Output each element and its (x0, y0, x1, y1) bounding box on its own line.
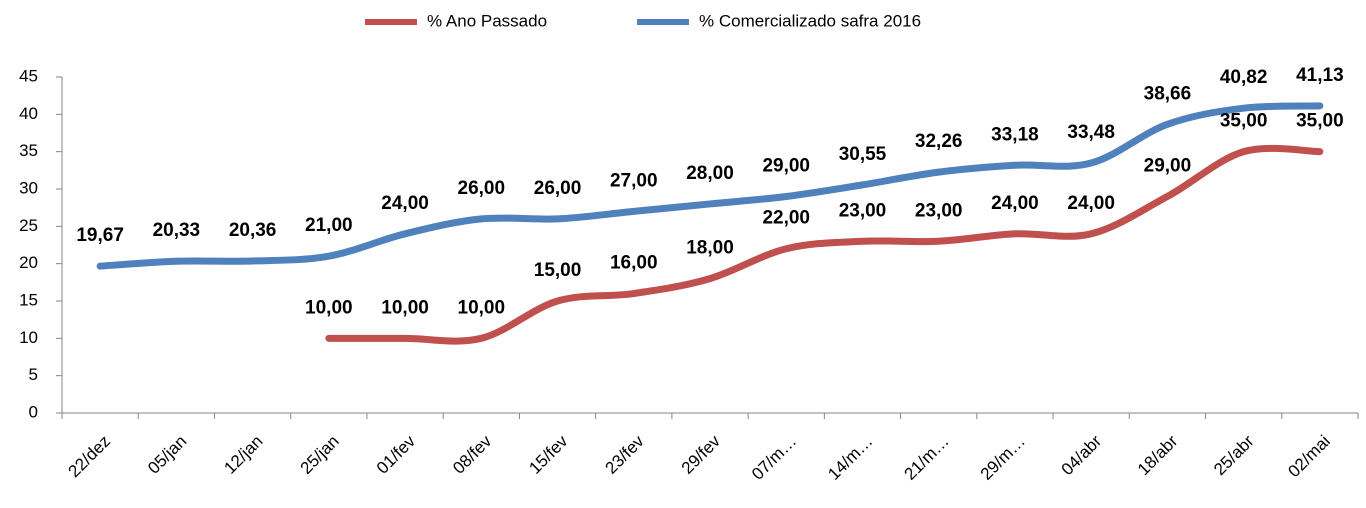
data-label: 10,00 (305, 297, 353, 318)
series-line (96, 102, 1324, 270)
x-tick-label: 23/fev (602, 431, 649, 478)
series-line (325, 144, 1324, 345)
x-tick-label: 15/fev (525, 431, 572, 478)
y-tick-label: 25 (19, 216, 38, 235)
data-label: 27,00 (610, 170, 658, 191)
data-label: 29,00 (762, 155, 810, 176)
x-tick-label: 08/fev (449, 431, 496, 478)
data-label: 16,00 (610, 253, 658, 274)
y-tick-label: 45 (19, 66, 38, 85)
data-label: 30,55 (839, 144, 887, 165)
data-label: 19,67 (76, 225, 124, 246)
x-tick-label: 05/jan (144, 432, 190, 478)
y-tick-label: 20 (19, 253, 38, 272)
data-label: 20,36 (229, 220, 277, 241)
data-label: 10,00 (381, 297, 429, 318)
x-tick-label: 21/m… (901, 432, 953, 484)
x-tick-label: 29/m… (977, 432, 1029, 484)
data-label: 24,00 (991, 193, 1039, 214)
data-label: 41,13 (1296, 65, 1344, 86)
x-tick-label: 07/m… (748, 432, 800, 484)
data-label: 26,00 (458, 178, 506, 199)
y-tick-label: 5 (29, 365, 38, 384)
y-tick-label: 0 (29, 402, 38, 421)
y-tick-label: 30 (19, 178, 38, 197)
data-label: 23,00 (915, 200, 963, 221)
data-label: 33,48 (1067, 122, 1115, 143)
legend-label: % Comercializado safra 2016 (699, 11, 921, 30)
data-label: 35,00 (1296, 111, 1344, 132)
data-label: 15,00 (534, 260, 582, 281)
data-label: 22,00 (762, 208, 810, 229)
x-tick-label: 29/fev (678, 431, 725, 478)
data-label: 21,00 (305, 215, 353, 236)
data-label: 20,33 (153, 220, 201, 241)
x-tick-label: 14/m… (824, 432, 876, 484)
data-label: 18,00 (686, 238, 734, 259)
data-label: 40,82 (1220, 67, 1268, 88)
data-label: 33,18 (991, 124, 1039, 145)
data-label: 26,00 (534, 178, 582, 199)
data-label: 24,00 (1067, 193, 1115, 214)
legend-label: % Ano Passado (427, 11, 547, 30)
data-label: 32,26 (915, 131, 963, 152)
y-tick-label: 35 (19, 141, 38, 160)
y-tick-label: 40 (19, 104, 38, 123)
x-tick-label: 25/jan (297, 432, 343, 478)
data-label: 10,00 (458, 297, 506, 318)
y-tick-label: 15 (19, 290, 38, 309)
x-tick-label: 01/fev (373, 431, 420, 478)
data-label: 35,00 (1220, 111, 1268, 132)
data-label: 23,00 (839, 200, 887, 221)
x-tick-label: 04/abr (1058, 431, 1106, 479)
data-label: 24,00 (381, 193, 429, 214)
y-tick-label: 10 (19, 328, 38, 347)
x-tick-label: 02/mai (1284, 432, 1334, 482)
x-tick-label: 12/jan (220, 432, 266, 478)
data-label: 38,66 (1144, 83, 1192, 104)
data-label: 29,00 (1144, 155, 1192, 176)
x-tick-label: 18/abr (1134, 431, 1182, 479)
x-tick-label: 25/abr (1210, 431, 1258, 479)
data-label: 28,00 (686, 163, 734, 184)
x-tick-label: 22/dez (65, 432, 115, 482)
